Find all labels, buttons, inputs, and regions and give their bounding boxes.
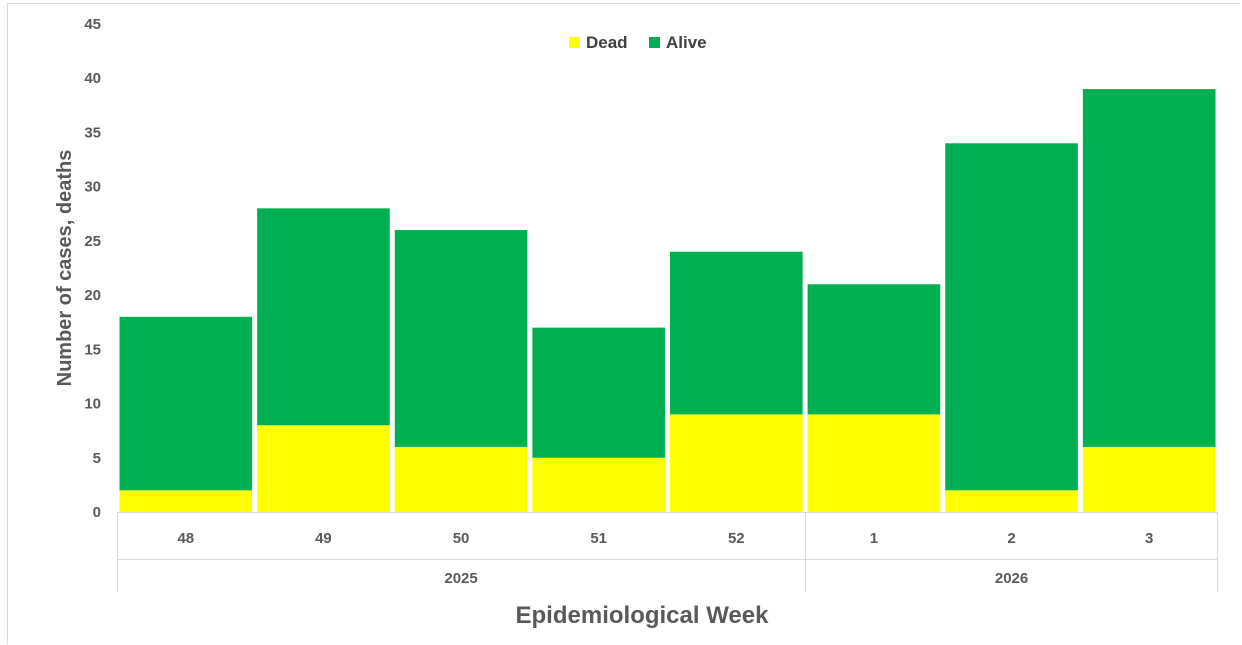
y-tick-label: 35 bbox=[84, 124, 101, 141]
bar-dead-week-50 bbox=[394, 446, 528, 512]
x-tick-label: 3 bbox=[1145, 530, 1153, 547]
y-axis-title: Number of cases, deaths bbox=[54, 150, 76, 387]
bar-dead-week-49 bbox=[257, 425, 390, 512]
bar-alive-week-51 bbox=[532, 327, 665, 458]
x-tick-label: 48 bbox=[177, 530, 194, 547]
y-tick-label: 10 bbox=[84, 396, 101, 413]
y-tick-label: 20 bbox=[84, 287, 101, 304]
bar-alive-week-50 bbox=[394, 230, 528, 447]
legend-swatch-alive bbox=[649, 37, 660, 48]
bar-alive-week-2 bbox=[945, 143, 1078, 491]
y-tick-label: 25 bbox=[84, 233, 101, 250]
bar-dead-week-3 bbox=[1082, 446, 1216, 512]
chart-frame bbox=[7, 3, 1240, 644]
bar-dead-week-52 bbox=[670, 414, 803, 512]
legend: Dead Alive bbox=[569, 33, 707, 52]
y-tick-label: 5 bbox=[93, 450, 101, 467]
x-group-label: 2026 bbox=[995, 570, 1028, 587]
y-tick-label: 40 bbox=[84, 70, 101, 87]
x-tick-label: 50 bbox=[453, 530, 470, 547]
bar-alive-week-48 bbox=[119, 316, 253, 491]
x-tick-label: 52 bbox=[728, 530, 745, 547]
x-tick-label: 1 bbox=[870, 530, 878, 547]
y-tick-label: 15 bbox=[84, 341, 101, 358]
x-tick-label: 2 bbox=[1007, 530, 1015, 547]
x-axis: 48 49 50 51 52 1 2 3 2025 2026 bbox=[117, 512, 1218, 592]
bar-dead-week-48 bbox=[119, 490, 253, 512]
bar-dead-week-1 bbox=[807, 414, 941, 512]
bar-dead-week-51 bbox=[532, 457, 665, 512]
legend-label-dead: Dead bbox=[586, 33, 628, 52]
y-tick-label: 45 bbox=[84, 16, 101, 33]
bar-dead-week-2 bbox=[945, 490, 1078, 512]
x-tick-label: 49 bbox=[315, 530, 332, 547]
x-tick-label: 51 bbox=[590, 530, 607, 547]
legend-label-alive: Alive bbox=[666, 33, 707, 52]
y-tick-label: 30 bbox=[84, 179, 101, 196]
x-group-label: 2025 bbox=[444, 570, 477, 587]
bar-alive-week-3 bbox=[1082, 89, 1216, 447]
y-tick-label: 0 bbox=[93, 504, 101, 521]
x-axis-title: Epidemiological Week bbox=[516, 602, 770, 629]
bar-alive-week-1 bbox=[807, 284, 941, 415]
bars-layer bbox=[119, 89, 1216, 512]
bar-alive-week-52 bbox=[670, 251, 803, 415]
y-axis-ticks: 0 5 10 15 20 25 30 35 40 45 bbox=[84, 16, 101, 521]
bar-alive-week-49 bbox=[257, 208, 390, 426]
legend-swatch-dead bbox=[569, 37, 580, 48]
